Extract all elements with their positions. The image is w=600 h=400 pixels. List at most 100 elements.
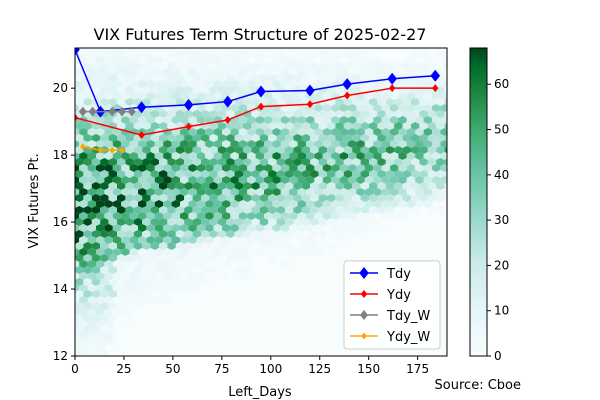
density-cell <box>280 92 290 100</box>
density-cell <box>314 152 323 160</box>
density-cell <box>175 254 185 262</box>
density-cell <box>196 116 206 124</box>
density-cell <box>385 170 395 178</box>
density-cell <box>402 62 411 70</box>
density-cell <box>222 236 231 244</box>
density-cell <box>83 278 92 286</box>
density-cell <box>247 224 256 232</box>
density-cell <box>243 158 252 166</box>
density-cell <box>423 176 432 184</box>
density-cell <box>133 170 143 178</box>
density-cell <box>289 92 298 100</box>
density-cell <box>171 236 180 244</box>
density-cell <box>138 188 147 196</box>
density-cell <box>112 200 122 208</box>
density-cell <box>238 56 248 64</box>
density-cell <box>171 48 180 52</box>
density-cell <box>87 200 96 208</box>
density-cell <box>272 128 281 136</box>
density-cell <box>394 110 403 118</box>
density-cell <box>310 242 319 250</box>
density-cell <box>79 188 88 196</box>
density-cell <box>348 104 357 112</box>
density-cell <box>255 68 264 76</box>
density-cell <box>91 194 101 202</box>
density-cell <box>453 122 461 130</box>
density-cell <box>129 272 138 280</box>
density-cell <box>247 68 256 76</box>
density-cell <box>238 212 248 220</box>
density-cell <box>150 158 159 166</box>
density-cell <box>268 230 277 238</box>
density-cell <box>184 170 193 178</box>
density-cell <box>306 104 315 112</box>
density-cell <box>259 146 269 154</box>
density-cell <box>234 98 243 106</box>
density-cell <box>75 80 80 88</box>
density-cell <box>381 152 390 160</box>
density-cell <box>188 116 197 124</box>
legend-marker <box>359 267 369 279</box>
density-cell <box>192 182 201 190</box>
density-cell <box>79 332 88 340</box>
density-cell <box>390 212 399 220</box>
density-cell <box>251 122 260 130</box>
density-cell <box>196 248 206 256</box>
density-cell <box>104 320 113 328</box>
density-cell <box>226 218 235 226</box>
density-cell <box>289 128 298 136</box>
density-cell <box>91 266 101 274</box>
density-cell <box>117 182 126 190</box>
density-cell <box>138 200 147 208</box>
density-cell <box>255 224 264 232</box>
density-cell <box>146 284 155 292</box>
density-cell <box>159 158 168 166</box>
density-cell <box>247 236 256 244</box>
density-cell <box>79 92 88 100</box>
density-cell <box>264 212 273 220</box>
density-cell <box>91 206 101 214</box>
density-cell <box>138 56 147 64</box>
density-cell <box>402 158 411 166</box>
density-cell <box>112 164 122 172</box>
density-cell <box>415 128 424 136</box>
density-cell <box>373 80 382 88</box>
density-cell <box>138 272 147 280</box>
density-cell <box>289 176 298 184</box>
density-cell <box>373 56 382 64</box>
density-cell <box>146 140 155 148</box>
density-cell <box>436 170 445 178</box>
density-cell <box>436 122 445 130</box>
density-cell <box>339 236 348 244</box>
density-cell <box>129 68 138 76</box>
density-cell <box>285 194 294 202</box>
density-cell <box>272 92 281 100</box>
density-cell <box>83 206 92 214</box>
density-cell <box>297 176 306 184</box>
density-cell <box>196 56 206 64</box>
density-cell <box>289 140 298 148</box>
density-cell <box>112 68 122 76</box>
density-cell <box>272 140 281 148</box>
density-cell <box>335 194 344 202</box>
density-cell <box>91 218 101 226</box>
density-cell <box>209 134 218 142</box>
density-cell <box>390 128 399 136</box>
density-cell <box>310 110 319 118</box>
density-cell <box>427 110 437 118</box>
density-cell <box>406 140 416 148</box>
density-cell <box>272 236 281 244</box>
density-cell <box>150 98 159 106</box>
density-cell <box>180 80 189 88</box>
density-cell <box>75 326 84 334</box>
density-cell <box>171 260 180 268</box>
density-cell <box>129 248 138 256</box>
density-cell <box>436 110 445 118</box>
density-cell <box>339 176 348 184</box>
density-cell <box>377 170 386 178</box>
density-cell <box>108 314 117 322</box>
density-cell <box>75 164 80 172</box>
density-cell <box>255 164 264 172</box>
density-cell <box>377 206 386 214</box>
density-cell <box>293 74 302 82</box>
